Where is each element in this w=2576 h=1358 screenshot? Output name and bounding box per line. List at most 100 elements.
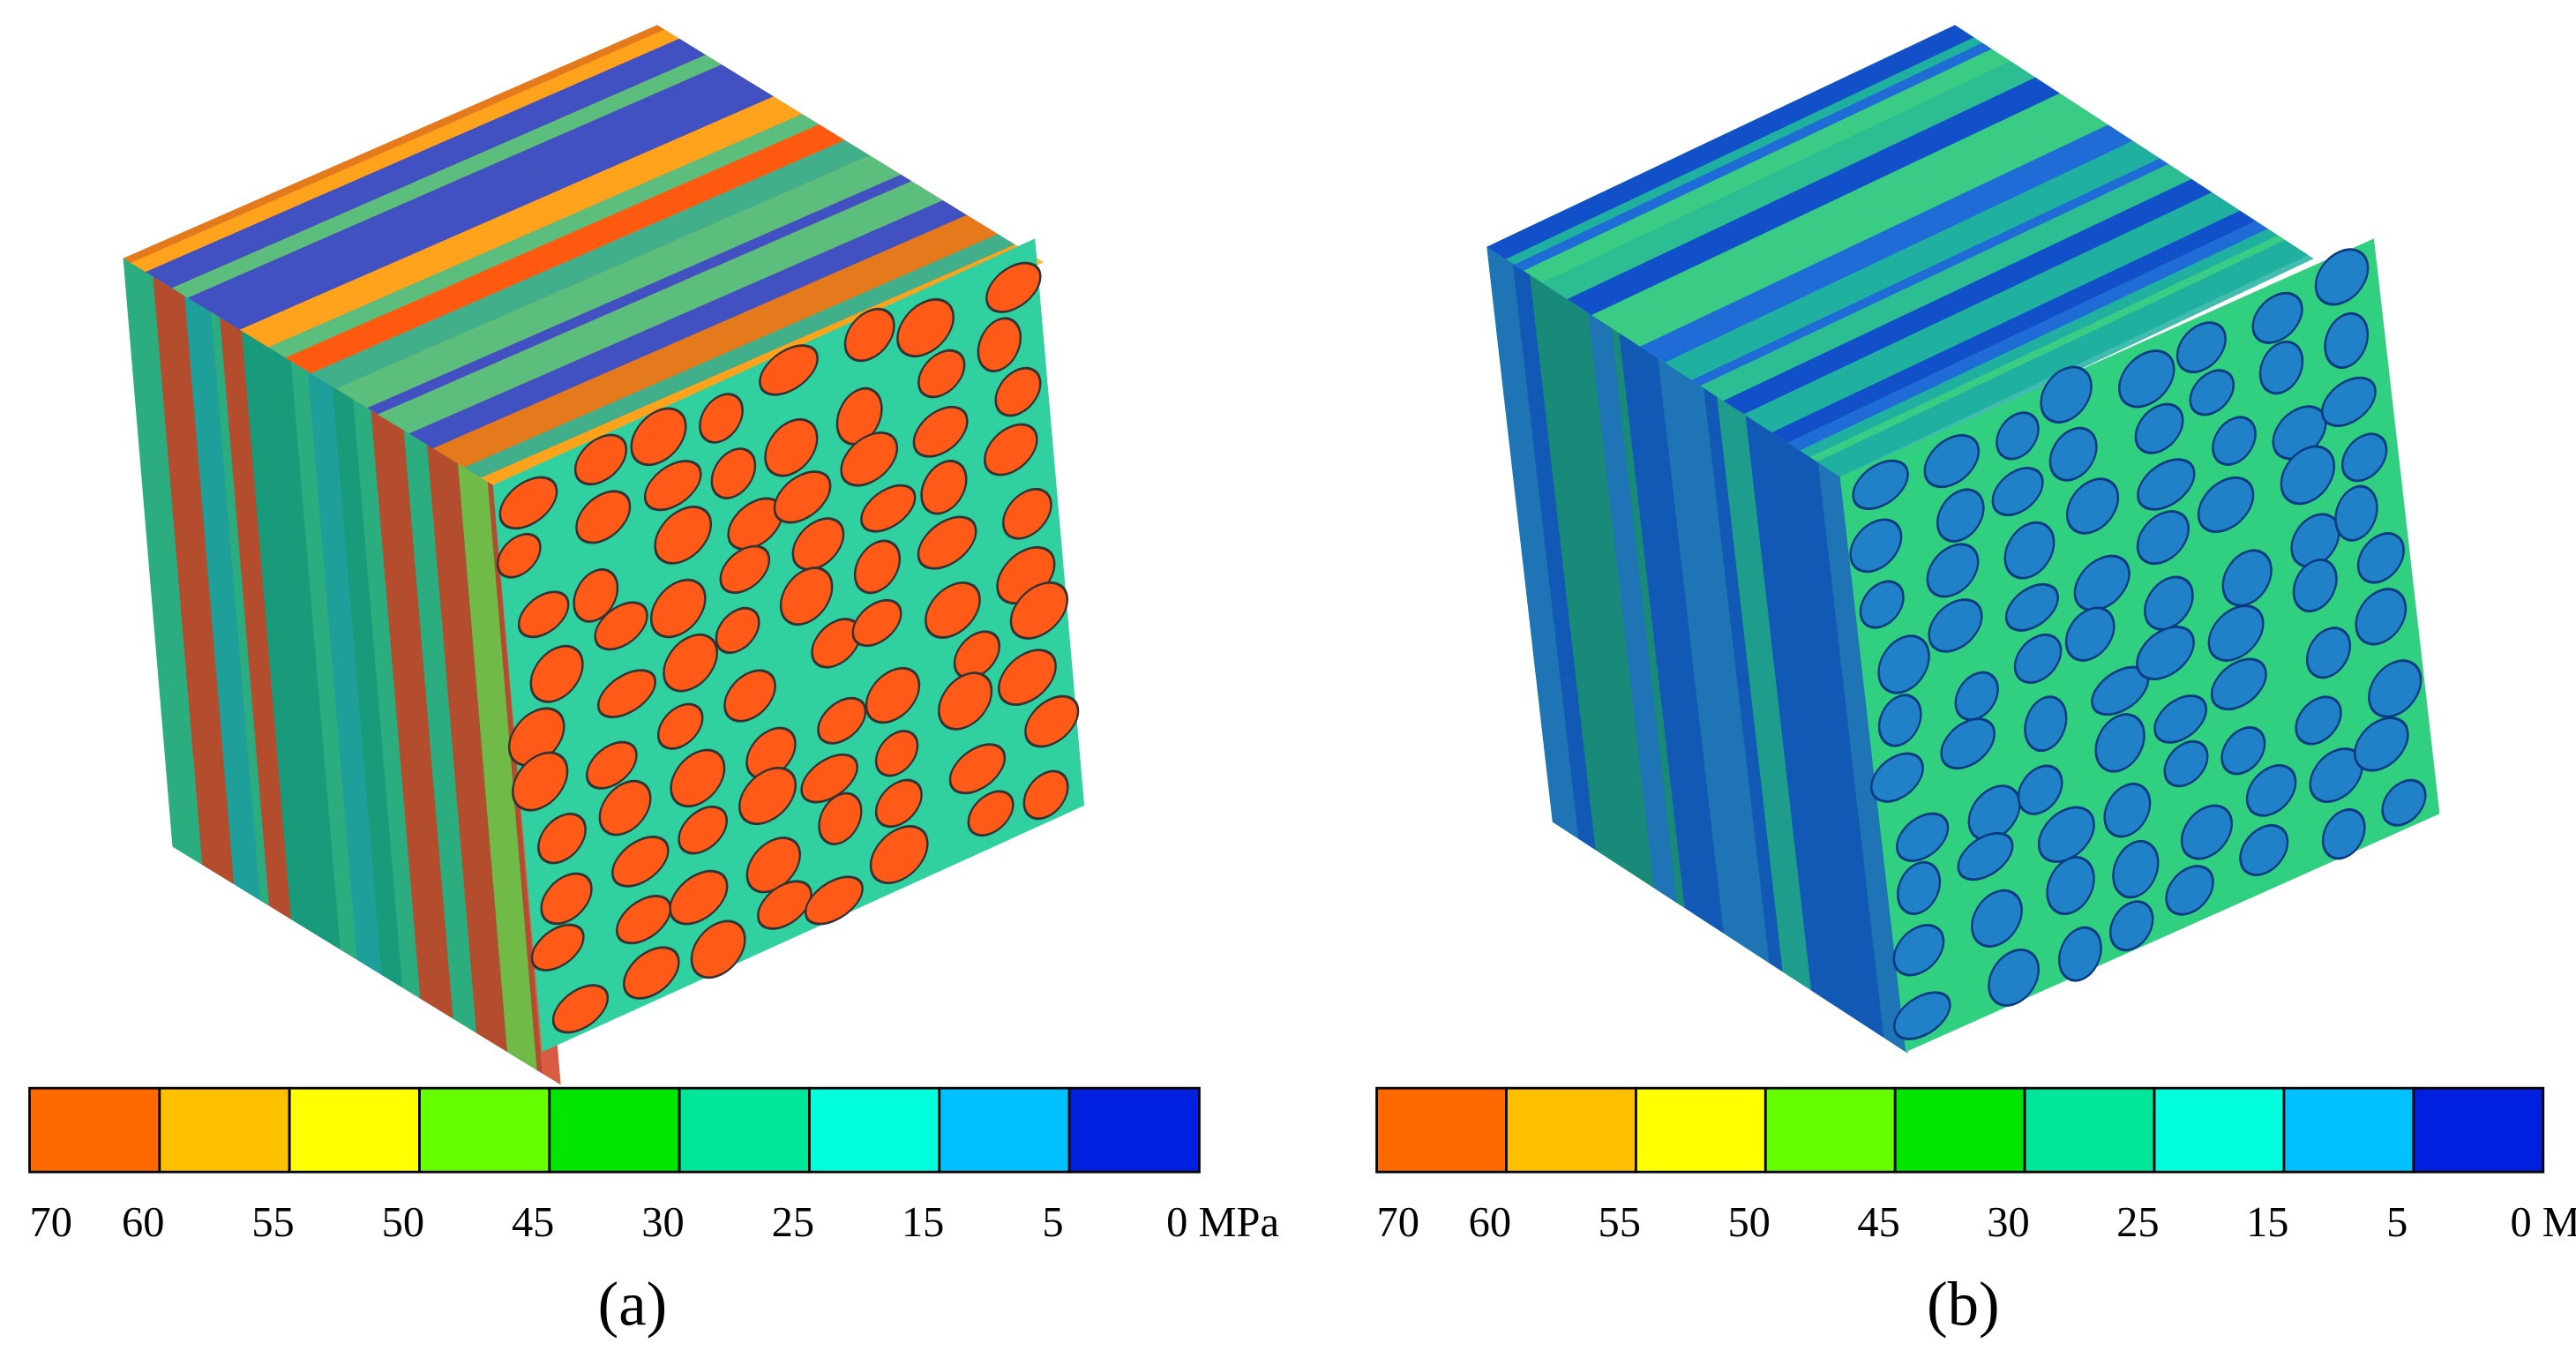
fiber-section [817, 696, 867, 745]
stripe [1816, 239, 2314, 481]
fiber-section [2118, 349, 2175, 409]
stripe [1745, 415, 1831, 1003]
stripe [1787, 221, 2268, 451]
fiber-section [2013, 634, 2063, 684]
colorbar-cell [1067, 1086, 1201, 1174]
stripe [1704, 387, 1783, 972]
stripe [1505, 37, 1983, 265]
fiber-section [512, 751, 569, 812]
fiber-section [2245, 764, 2297, 817]
fiber-section [2004, 582, 2059, 632]
fiber-section [1926, 543, 1980, 598]
fiber-section [985, 261, 1042, 313]
fiber-section [2153, 694, 2207, 744]
fiber-section [1852, 459, 1909, 510]
colorbar-cell [1893, 1086, 2026, 1174]
fiber-section [840, 431, 899, 487]
colorbar-cell [808, 1086, 941, 1174]
fiber-section [669, 869, 729, 926]
tick-label: 60 [122, 1199, 164, 1246]
fiber-section [2048, 426, 2098, 482]
fiber-section [630, 407, 687, 467]
fiber-section [2341, 432, 2388, 483]
fiber-section [2163, 739, 2209, 788]
fiber-section [1022, 769, 1069, 821]
fiber-section [2165, 865, 2214, 916]
colorbar-cell [28, 1086, 161, 1174]
fiber-section [1991, 467, 2044, 517]
stripe [1591, 93, 2083, 330]
stripe [1644, 349, 1724, 934]
stripe [211, 311, 270, 906]
fiber-section [597, 669, 656, 718]
stripe [1556, 292, 1654, 889]
front-face [492, 238, 1085, 1053]
fiber-section [2212, 416, 2257, 466]
stripe [285, 124, 845, 374]
stripe [1664, 140, 2160, 380]
tick-label: 55 [251, 1199, 294, 1246]
stripe [290, 361, 357, 960]
fiber-section [1877, 694, 1922, 747]
fiber-section [757, 880, 812, 930]
tick-label: 45 [1857, 1199, 1899, 1246]
fiber-section [670, 748, 726, 808]
fiber-section [938, 671, 993, 731]
fiber-section [2094, 713, 2145, 773]
panel-label: (a) [598, 1270, 668, 1339]
stripe [1700, 163, 2192, 401]
colorbar-cell [938, 1086, 1071, 1174]
colorbar-cell [1375, 1086, 1508, 1174]
fiber-section [804, 875, 864, 926]
stripe [1717, 396, 1812, 991]
stripe [131, 29, 680, 273]
fiber-section [551, 984, 610, 1034]
fiber-section [843, 307, 895, 363]
fiber-section [1009, 581, 1068, 640]
colorbar-cell [2023, 1086, 2156, 1174]
fiber-section [649, 578, 707, 639]
fiber-section [2137, 458, 2196, 511]
stripe [1542, 61, 2036, 300]
fiber-section [540, 872, 593, 926]
fiber-section [917, 349, 966, 399]
tick-label: 5 [2386, 1199, 2408, 1246]
fiber-section [896, 298, 955, 358]
stripe [134, 265, 203, 866]
fiber-section [573, 433, 628, 486]
fiber-section [498, 476, 558, 530]
fiber-section [851, 598, 902, 648]
front-face [1839, 238, 2440, 1053]
colorbar-cell [288, 1086, 421, 1174]
fiber-section [723, 669, 776, 723]
fiber-section [496, 532, 542, 579]
stripe [1691, 158, 2169, 386]
tick-label: 15 [902, 1199, 944, 1246]
stripe [335, 155, 902, 409]
fiber-section [2112, 840, 2160, 899]
fiber-section [2024, 695, 2068, 753]
fiber-section [2258, 341, 2304, 395]
fiber-section [1024, 694, 1080, 748]
stripe [1771, 210, 2257, 443]
stripe [1619, 333, 1711, 926]
colorbar-cell [2282, 1086, 2415, 1174]
fiber-section [2207, 604, 2265, 662]
panel-label: (b) [1927, 1270, 2000, 1339]
tick-label: 0 MPa [2511, 1199, 2576, 1246]
fiber-section [948, 743, 1007, 795]
fiber-section [710, 447, 757, 499]
fiber-section [2324, 311, 2370, 369]
tick-label: 30 [641, 1199, 684, 1246]
stripe [1792, 446, 1884, 1039]
fiber-section [2221, 549, 2273, 607]
fiber-section [2073, 554, 2130, 611]
fiber-section [529, 644, 584, 703]
fiber-section [2314, 248, 2370, 306]
fiber-section [1897, 860, 1942, 915]
fiber-section [2295, 695, 2342, 746]
stripe [242, 331, 310, 931]
stripe [353, 399, 421, 999]
fiber-section [2354, 717, 2409, 772]
fiber-section [2356, 532, 2405, 584]
